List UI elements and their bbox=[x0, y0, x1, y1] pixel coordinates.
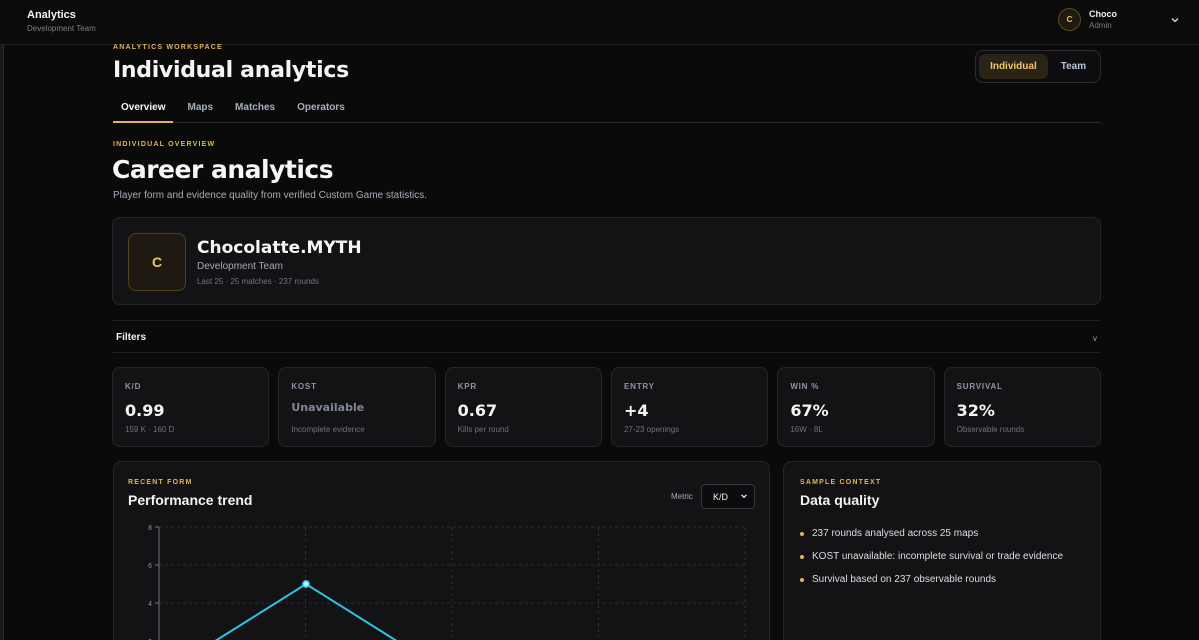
avatar: C bbox=[1058, 8, 1081, 31]
quality-title: Data quality bbox=[800, 492, 880, 508]
list-item-text: KOST unavailable: incomplete survival or… bbox=[812, 551, 1064, 562]
stat-card-win: WIN % 67% 16W · 8L bbox=[777, 367, 935, 447]
tab-bar: Overview Maps Matches Operators bbox=[113, 95, 1101, 123]
stat-sub: 27-23 openings bbox=[623, 425, 680, 434]
stat-label: WIN % bbox=[790, 382, 820, 391]
data-point bbox=[302, 580, 310, 588]
team-toggle-button[interactable]: Team bbox=[1060, 61, 1087, 72]
list-item-text: 237 rounds analysed across 25 maps bbox=[812, 528, 979, 539]
quality-list: 237 rounds analysed across 25 maps KOST … bbox=[800, 522, 1063, 591]
filters-label: Filters bbox=[116, 332, 147, 343]
metric-select[interactable]: K/D bbox=[701, 484, 755, 509]
stat-card-entry: ENTRY +4 27-23 openings bbox=[610, 367, 769, 447]
page-title: Individual analytics bbox=[113, 58, 349, 83]
top-bar: Analytics Development Team C Choco Admin bbox=[0, 0, 1199, 45]
chevron-down-icon bbox=[740, 492, 748, 502]
tab-operators[interactable]: Operators bbox=[297, 102, 345, 113]
chevron-down-icon[interactable] bbox=[1169, 14, 1181, 26]
filters-toggle[interactable]: Filters v bbox=[113, 320, 1101, 353]
section-subtitle: Player form and evidence quality from ve… bbox=[113, 190, 428, 201]
workspace-eyebrow: ANALYTICS WORKSPACE bbox=[113, 44, 223, 51]
stat-value: 67% bbox=[790, 401, 829, 420]
player-team: Development Team bbox=[197, 261, 283, 272]
player-name: Chocolatte.MYTH bbox=[197, 238, 362, 258]
stat-value: Unavailable bbox=[291, 401, 365, 414]
stat-value: 0.67 bbox=[457, 401, 498, 420]
stat-card-kpr: KPR 0.67 Kills per round bbox=[444, 367, 602, 447]
y-tick-label: 8 bbox=[148, 525, 152, 532]
stat-sub: Observable rounds bbox=[956, 425, 1025, 434]
tab-overview[interactable]: Overview bbox=[113, 95, 174, 123]
data-quality-card: SAMPLE CONTEXT Data quality 237 rounds a… bbox=[783, 461, 1101, 640]
stat-value: 0.99 bbox=[125, 401, 165, 420]
stat-label: ENTRY bbox=[623, 382, 655, 391]
tab-matches[interactable]: Matches bbox=[235, 102, 276, 113]
y-tick-label: 6 bbox=[148, 563, 152, 570]
stat-value: +4 bbox=[623, 401, 649, 420]
quality-eyebrow: SAMPLE CONTEXT bbox=[800, 479, 882, 486]
app-subtitle: Development Team bbox=[27, 24, 96, 33]
stat-label: SURVIVAL bbox=[956, 382, 1003, 391]
y-tick-label: 4 bbox=[148, 601, 152, 608]
chevron-down-icon: v bbox=[1093, 334, 1097, 343]
trend-chart: 8642 bbox=[148, 525, 746, 640]
list-item: KOST unavailable: incomplete survival or… bbox=[800, 545, 1063, 568]
profile-avatar: C bbox=[128, 233, 186, 291]
metric-label: Metric bbox=[671, 492, 693, 501]
list-item-text: Survival based on 237 observable rounds bbox=[812, 574, 997, 585]
performance-trend-card: 8642 RECENT FORM Performance trend Metri… bbox=[113, 461, 770, 640]
stat-sub: Kills per round bbox=[457, 425, 509, 434]
overview-eyebrow: INDIVIDUAL OVERVIEW bbox=[113, 141, 216, 148]
stat-sub: Incomplete evidence bbox=[291, 425, 365, 434]
bullet-icon bbox=[800, 531, 804, 536]
list-item: Survival based on 237 observable rounds bbox=[800, 568, 1063, 591]
stat-label: KPR bbox=[457, 382, 477, 391]
tab-maps[interactable]: Maps bbox=[187, 102, 214, 113]
app-title: Analytics bbox=[27, 9, 76, 21]
individual-toggle-button[interactable]: Individual bbox=[979, 54, 1048, 79]
bullet-icon bbox=[800, 577, 804, 582]
metric-select-value: K/D bbox=[713, 491, 729, 502]
view-toggle: Individual Team bbox=[975, 50, 1101, 83]
stat-cards: K/D 0.99 159 K · 160 D KOST Unavailable … bbox=[112, 367, 1101, 447]
user-name: Choco bbox=[1089, 9, 1117, 19]
stat-label: K/D bbox=[125, 382, 142, 391]
list-item: 237 rounds analysed across 25 maps bbox=[800, 522, 1063, 545]
window-edge bbox=[0, 0, 4, 640]
stat-value: 32% bbox=[956, 401, 995, 420]
bullet-icon bbox=[800, 554, 804, 559]
stat-card-survival: SURVIVAL 32% Observable rounds bbox=[943, 367, 1101, 447]
trend-title: Performance trend bbox=[128, 492, 253, 508]
profile-card: C Chocolatte.MYTH Development Team Last … bbox=[112, 217, 1101, 305]
user-menu[interactable]: C Choco Admin bbox=[1058, 8, 1181, 31]
stat-card-kost: KOST Unavailable Incomplete evidence bbox=[278, 367, 436, 447]
stat-sub: 159 K · 160 D bbox=[125, 425, 175, 434]
section-title: Career analytics bbox=[112, 155, 334, 184]
stat-sub: 16W · 8L bbox=[790, 425, 823, 434]
user-role: Admin bbox=[1089, 21, 1112, 30]
player-meta: Last 25 · 25 matches · 237 rounds bbox=[197, 277, 319, 286]
stat-label: KOST bbox=[291, 382, 317, 391]
trend-eyebrow: RECENT FORM bbox=[128, 479, 193, 486]
stat-card-kd: K/D 0.99 159 K · 160 D bbox=[112, 367, 270, 447]
brand[interactable]: Analytics Development Team bbox=[27, 9, 96, 33]
